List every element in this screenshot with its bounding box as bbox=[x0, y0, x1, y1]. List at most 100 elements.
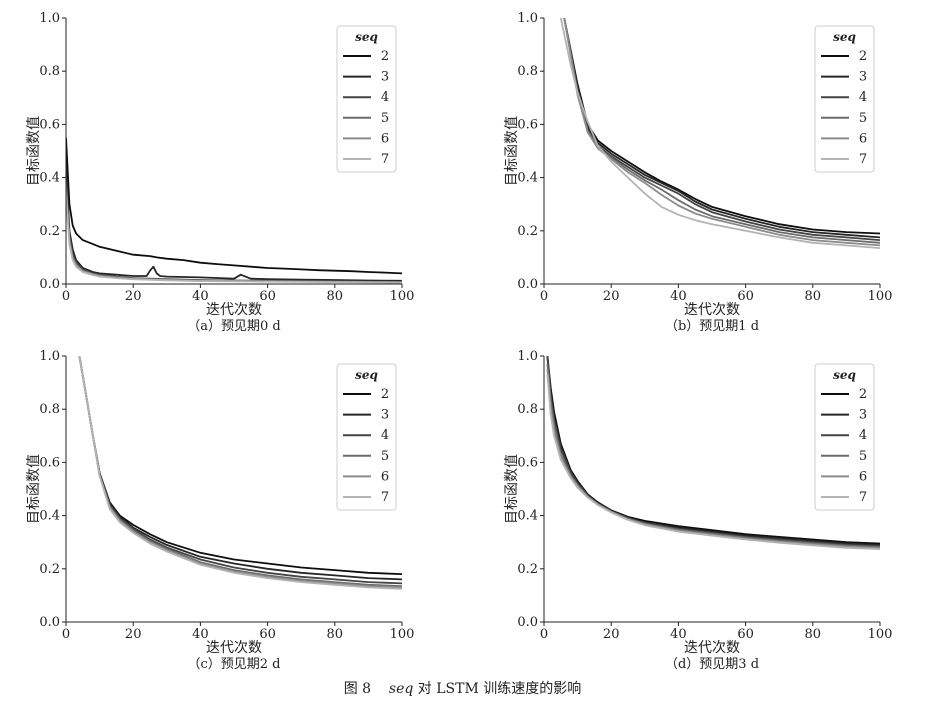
y-tick-label: 0.8 bbox=[517, 64, 538, 79]
x-tick-label: 0 bbox=[62, 289, 70, 304]
x-tick-label: 40 bbox=[192, 289, 209, 304]
y-tick-label: 0.0 bbox=[517, 615, 538, 630]
y-tick-label: 1.0 bbox=[39, 349, 60, 364]
figure-seq-word: seq bbox=[388, 681, 414, 697]
line-chart-svg: 0.0 0.2 0.4 0.6 0.8 1.0 0 20 40 60 80 100 迭代次数 目标函数值 （… bbox=[26, 11, 414, 334]
x-tick-label: 100 bbox=[868, 627, 893, 642]
series-group bbox=[66, 137, 402, 284]
y-axis-label: 目标函数值 bbox=[504, 116, 520, 186]
legend-label-5: 5 bbox=[859, 111, 867, 126]
series-line-6 bbox=[66, 188, 402, 284]
x-tick-label: 100 bbox=[390, 627, 415, 642]
series-line-6 bbox=[563, 18, 880, 247]
subplot-caption: （a）预见期0 d bbox=[187, 319, 280, 334]
x-tick-label: 60 bbox=[259, 289, 276, 304]
x-tick-label: 80 bbox=[805, 289, 822, 304]
y-tick-label: 0.4 bbox=[39, 171, 60, 186]
subplot-caption: （c）预见期2 d bbox=[187, 657, 280, 672]
line-chart-svg: 0.0 0.2 0.4 0.6 0.8 1.0 0 20 40 60 80 100 迭代次数 目标函数值 （… bbox=[504, 349, 893, 672]
y-tick-label: 0.4 bbox=[517, 509, 538, 524]
legend-label-5: 5 bbox=[381, 111, 389, 126]
figure-caption-text: 对 LSTM 训练速度的影响 bbox=[417, 681, 582, 697]
chart-panel-b: 0.0 0.2 0.4 0.6 0.8 1.0 0 20 40 60 80 100 迭代次数 目标函数值 （… bbox=[478, 0, 925, 342]
subplot-caption: （d）预见期3 d bbox=[665, 657, 759, 672]
y-tick-label: 0.2 bbox=[517, 224, 538, 239]
legend-label-4: 4 bbox=[859, 428, 867, 443]
legend-label-4: 4 bbox=[381, 428, 389, 443]
legend-title: seq bbox=[355, 368, 378, 382]
x-tick-label: 80 bbox=[327, 289, 344, 304]
y-tick-label: 0.4 bbox=[39, 509, 60, 524]
legend-label-2: 2 bbox=[381, 49, 389, 64]
x-tick-label: 0 bbox=[62, 627, 70, 642]
series-line-7 bbox=[546, 374, 880, 550]
legend-label-3: 3 bbox=[381, 408, 389, 423]
y-tick-label: 0.0 bbox=[39, 615, 60, 630]
legend-label-2: 2 bbox=[859, 387, 867, 402]
y-tick-label: 0.8 bbox=[517, 402, 538, 417]
y-tick-label: 0.8 bbox=[39, 64, 60, 79]
y-tick-label: 0.6 bbox=[39, 117, 60, 132]
x-tick-label: 20 bbox=[603, 289, 620, 304]
legend-box bbox=[814, 25, 875, 173]
legend-label-7: 7 bbox=[859, 490, 867, 505]
x-tick-label: 40 bbox=[670, 627, 687, 642]
legend-label-5: 5 bbox=[381, 449, 389, 464]
legend-label-2: 2 bbox=[859, 49, 867, 64]
y-tick-label: 1.0 bbox=[517, 349, 538, 364]
y-axis-label: 目标函数值 bbox=[504, 454, 520, 524]
legend-title: seq bbox=[833, 30, 856, 44]
y-tick-label: 0.0 bbox=[517, 277, 538, 292]
y-tick-label: 0.8 bbox=[39, 402, 60, 417]
series-group bbox=[78, 356, 402, 590]
legend-label-6: 6 bbox=[381, 469, 389, 484]
y-tick-label: 0.4 bbox=[517, 171, 538, 186]
x-tick-label: 60 bbox=[737, 289, 754, 304]
x-tick-label: 20 bbox=[603, 627, 620, 642]
y-tick-label: 1.0 bbox=[39, 11, 60, 26]
y-tick-label: 0.2 bbox=[39, 224, 60, 239]
figure-caption: 图 8 seq 对 LSTM 训练速度的影响 bbox=[0, 678, 925, 698]
chart-panel-a: 0.0 0.2 0.4 0.6 0.8 1.0 0 20 40 60 80 100 迭代次数 目标函数值 （… bbox=[0, 0, 450, 342]
legend-label-6: 6 bbox=[859, 469, 867, 484]
legend-label-6: 6 bbox=[381, 131, 389, 146]
legend-label-3: 3 bbox=[859, 408, 867, 423]
legend-label-5: 5 bbox=[859, 449, 867, 464]
y-tick-label: 0.0 bbox=[39, 277, 60, 292]
legend-label-3: 3 bbox=[859, 70, 867, 85]
y-axis-label: 目标函数值 bbox=[26, 454, 42, 524]
x-axis-label: 迭代次数 bbox=[206, 302, 262, 318]
series-line-7 bbox=[66, 193, 402, 284]
y-tick-label: 0.6 bbox=[517, 117, 538, 132]
y-tick-label: 0.6 bbox=[39, 455, 60, 470]
legend-label-2: 2 bbox=[381, 387, 389, 402]
series-group bbox=[546, 356, 880, 550]
x-tick-label: 80 bbox=[327, 627, 344, 642]
x-tick-label: 20 bbox=[125, 289, 142, 304]
legend-label-7: 7 bbox=[859, 152, 867, 167]
legend-label-4: 4 bbox=[381, 90, 389, 105]
figure-number: 图 8 bbox=[343, 681, 372, 697]
legend-label-3: 3 bbox=[381, 70, 389, 85]
x-tick-label: 100 bbox=[868, 289, 893, 304]
x-axis-label: 迭代次数 bbox=[206, 640, 262, 656]
legend-box bbox=[336, 25, 397, 173]
x-tick-label: 40 bbox=[192, 627, 209, 642]
line-chart-svg: 0.0 0.2 0.4 0.6 0.8 1.0 0 20 40 60 80 100 迭代次数 目标函数值 （… bbox=[504, 11, 893, 334]
x-tick-label: 40 bbox=[670, 289, 687, 304]
legend-box bbox=[814, 363, 875, 511]
x-axis-label: 迭代次数 bbox=[684, 640, 740, 656]
series-line-5 bbox=[66, 182, 402, 283]
subplot-caption: （b）预见期1 d bbox=[665, 319, 759, 334]
series-line-7 bbox=[78, 356, 402, 590]
x-tick-label: 0 bbox=[540, 627, 548, 642]
y-tick-label: 0.6 bbox=[517, 455, 538, 470]
series-group bbox=[559, 18, 880, 249]
legend-label-4: 4 bbox=[859, 90, 867, 105]
series-line-2 bbox=[66, 137, 402, 275]
y-tick-label: 1.0 bbox=[517, 11, 538, 26]
